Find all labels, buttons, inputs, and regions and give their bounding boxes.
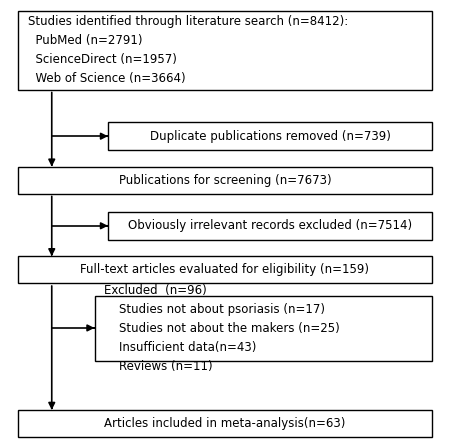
FancyBboxPatch shape: [18, 11, 432, 90]
Text: Obviously irrelevant records excluded (n=7514): Obviously irrelevant records excluded (n…: [128, 219, 412, 233]
Text: Articles included in meta-analysis(n=63): Articles included in meta-analysis(n=63): [104, 417, 346, 430]
Text: Full-text articles evaluated for eligibility (n=159): Full-text articles evaluated for eligibi…: [81, 263, 369, 276]
FancyBboxPatch shape: [18, 410, 432, 437]
FancyBboxPatch shape: [18, 167, 432, 194]
Text: Studies identified through literature search (n=8412):
  PubMed (n=2791)
  Scien: Studies identified through literature se…: [28, 15, 348, 86]
FancyBboxPatch shape: [108, 212, 432, 240]
Text: Duplicate publications removed (n=739): Duplicate publications removed (n=739): [149, 129, 391, 143]
FancyBboxPatch shape: [108, 122, 432, 150]
Text: Excluded  (n=96)
    Studies not about psoriasis (n=17)
    Studies not about th: Excluded (n=96) Studies not about psoria…: [104, 284, 340, 373]
FancyBboxPatch shape: [18, 256, 432, 283]
Text: Publications for screening (n=7673): Publications for screening (n=7673): [119, 173, 331, 187]
FancyBboxPatch shape: [94, 296, 432, 361]
